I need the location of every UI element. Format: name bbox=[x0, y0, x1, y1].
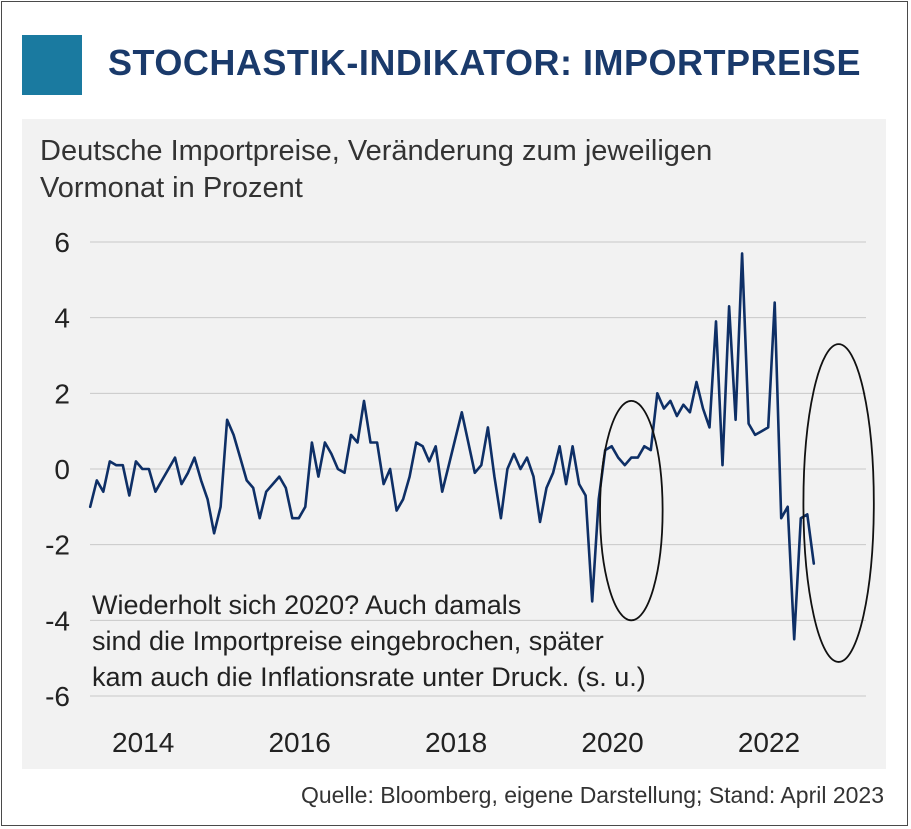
annotation-line-1: Wiederholt sich 2020? Auch damals bbox=[92, 590, 522, 620]
chart-title: Deutsche Importpreise, Veränderung zum j… bbox=[40, 135, 713, 204]
source-note: Quelle: Bloomberg, eigene Darstellung; S… bbox=[300, 782, 884, 808]
page-title: STOCHASTIK-INDIKATOR: IMPORTPREISE bbox=[108, 42, 862, 83]
highlight-ellipse bbox=[599, 399, 664, 622]
y-tick-label: -6 bbox=[45, 681, 70, 712]
x-tick-label: 2016 bbox=[268, 727, 330, 758]
y-tick-label: 0 bbox=[54, 454, 70, 485]
x-tick-label: 2022 bbox=[738, 727, 800, 758]
x-tick-label: 2020 bbox=[581, 727, 643, 758]
title-accent-square bbox=[22, 35, 82, 95]
series-line bbox=[88, 252, 816, 641]
y-tick-label: -2 bbox=[45, 530, 70, 561]
chart-annotation: Wiederholt sich 2020? Auch damals sind d… bbox=[92, 587, 732, 695]
y-tick-label: 4 bbox=[54, 303, 70, 334]
y-tick-label: 6 bbox=[54, 227, 70, 258]
y-tick-label: 2 bbox=[54, 378, 70, 409]
x-tick-label: 2014 bbox=[112, 727, 174, 758]
highlight-ellipse bbox=[802, 343, 875, 663]
annotation-line-2: sind die Importpreise eingebrochen, spät… bbox=[92, 626, 604, 656]
annotation-line-3: kam auch die Inflationsrate unter Druck.… bbox=[92, 662, 646, 692]
y-tick-label: -4 bbox=[45, 605, 70, 636]
x-tick-label: 2018 bbox=[425, 727, 487, 758]
